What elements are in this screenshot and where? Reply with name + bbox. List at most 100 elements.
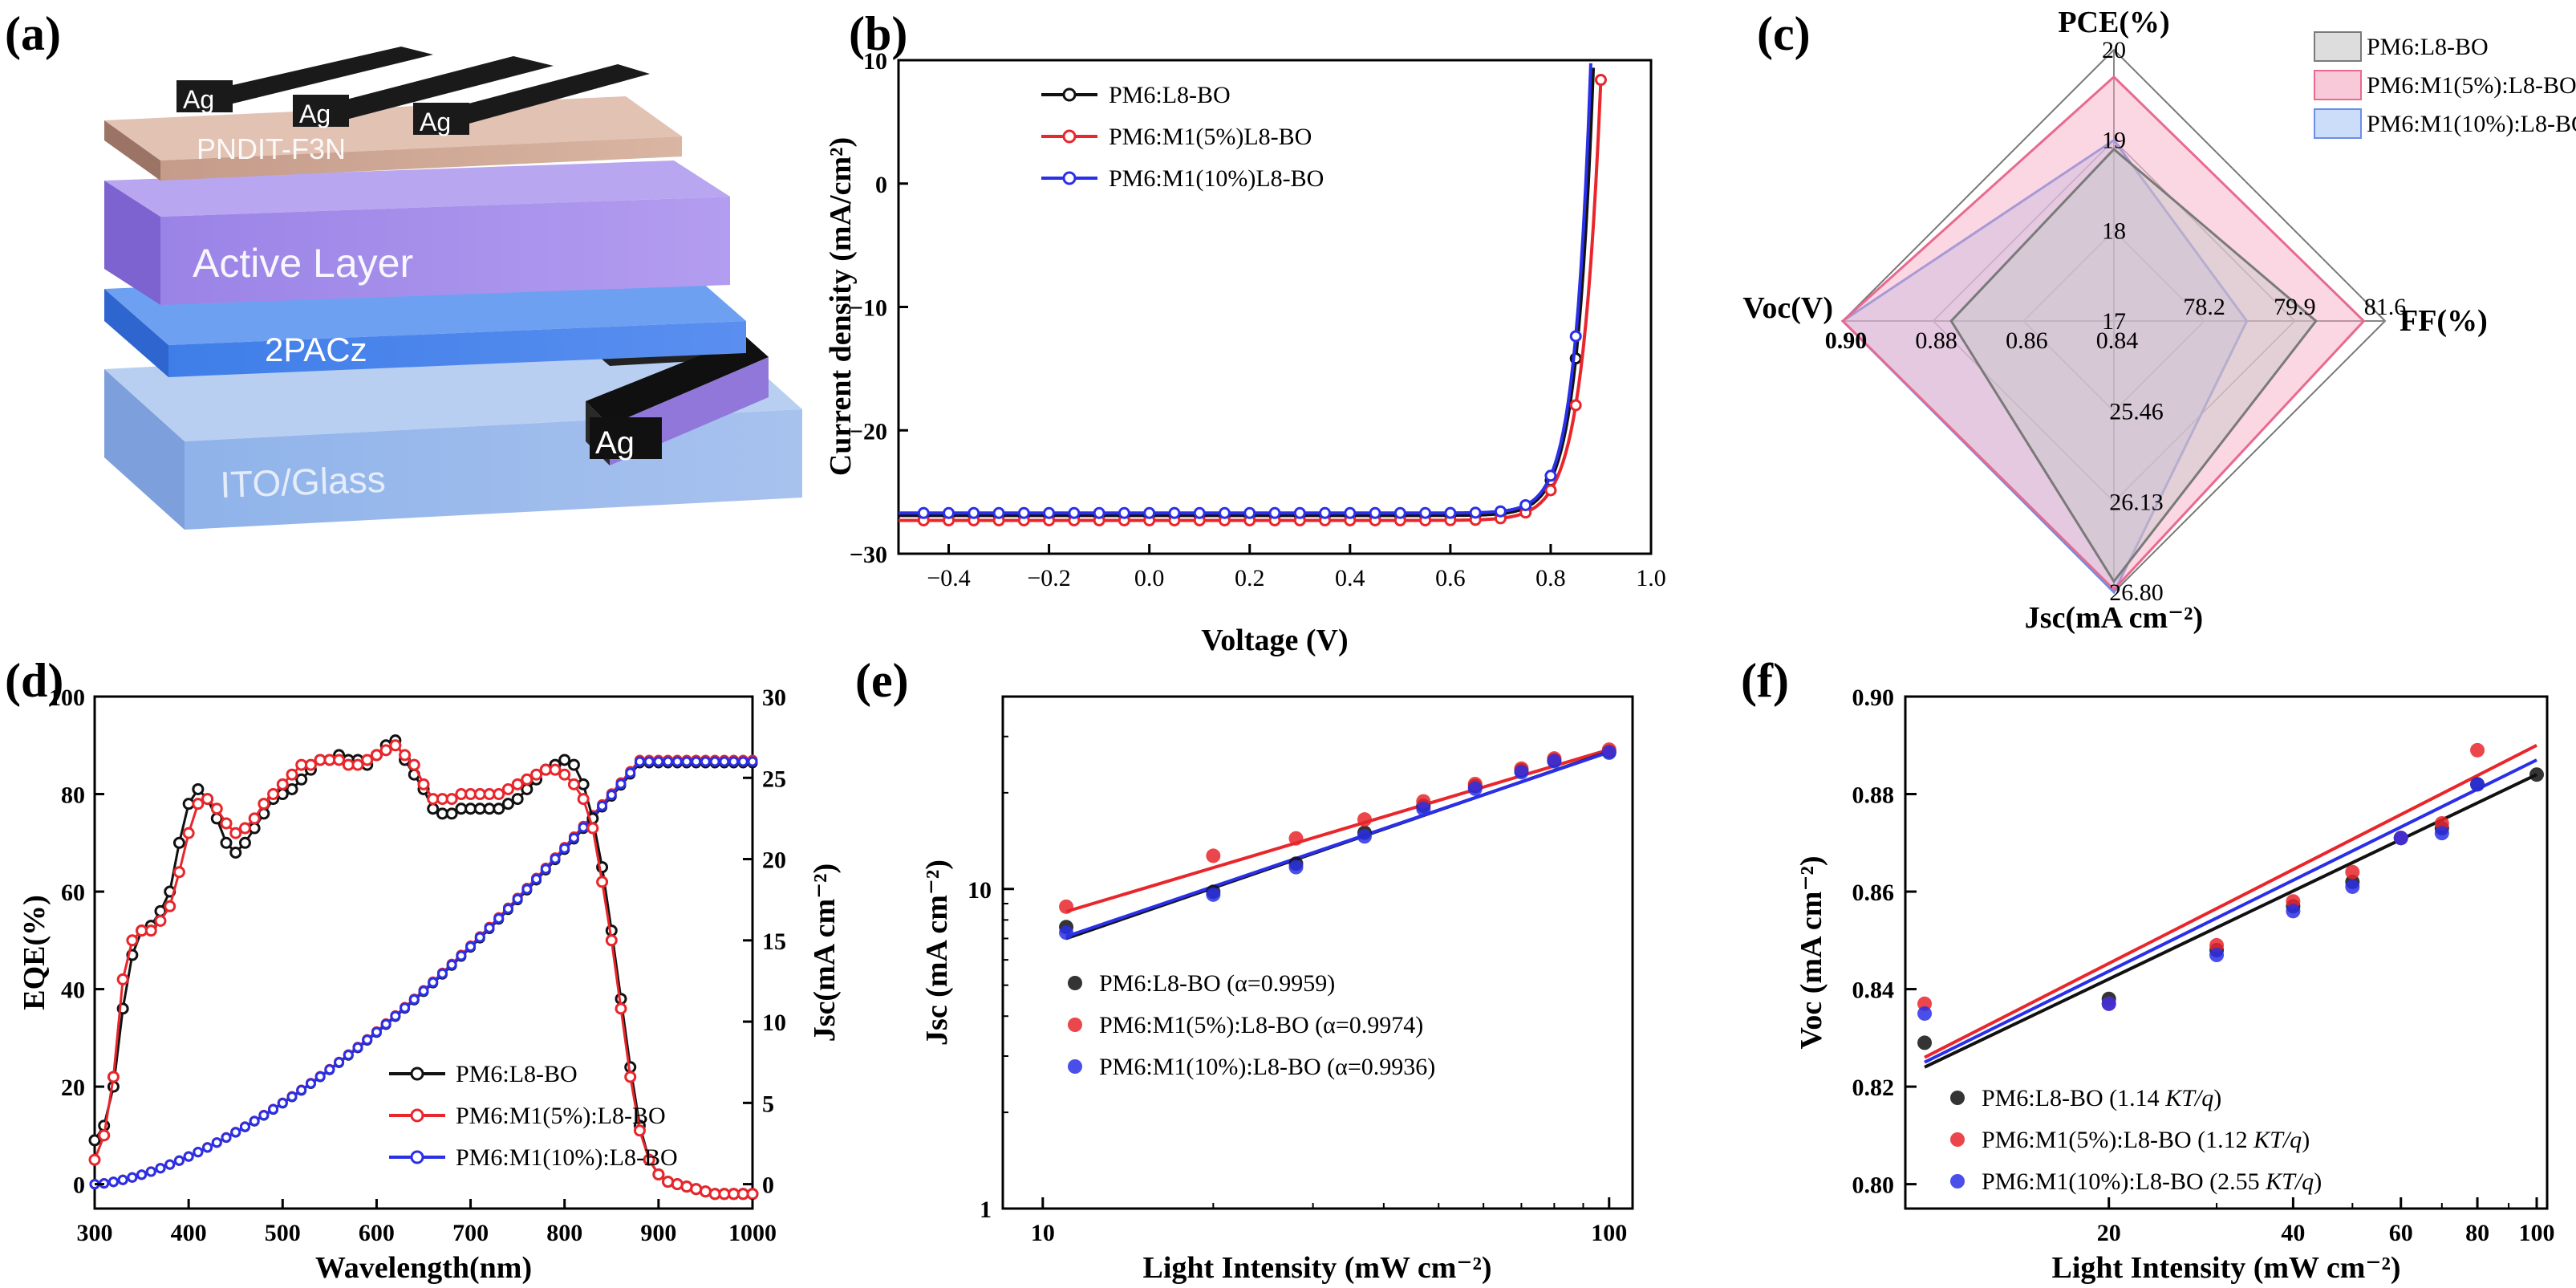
y2-tick-label-d: 25 — [762, 766, 786, 792]
jv-point-2 — [1319, 506, 1332, 519]
eqe-point-1 — [116, 973, 129, 985]
jsc-point-2 — [436, 968, 448, 979]
eqe-point-1 — [567, 778, 580, 790]
legend-swatch-c-1 — [2314, 70, 2362, 100]
jv-point-1 — [1594, 74, 1607, 87]
y-axis-title-f: Voc (mA cm⁻²) — [1795, 855, 1828, 1049]
radar-axis-title-jsc: Jsc(mA cm⁻²) — [2025, 601, 2203, 635]
x-tick-label-b: 0.6 — [1435, 565, 1466, 591]
jv-point-2 — [1519, 498, 1532, 511]
point-e-2 — [1357, 829, 1372, 844]
jv-point-2 — [1093, 506, 1105, 519]
point-f-2 — [2470, 777, 2485, 792]
jsc-point-2 — [390, 1010, 401, 1022]
x-tick-label-f: 20 — [2097, 1220, 2121, 1246]
x-tick-label-d: 500 — [265, 1220, 301, 1246]
jsc-point-2 — [681, 756, 692, 767]
radar-grid-ring-1 — [1932, 139, 2296, 503]
y-tick-label-d: 60 — [61, 880, 85, 906]
jsc-point-2 — [643, 756, 655, 767]
2pacz-label: 2PACz — [265, 331, 367, 368]
jsc-point-2 — [183, 1151, 194, 1162]
jsc-point-2 — [277, 1098, 288, 1109]
x-tick-label-d: 300 — [77, 1220, 113, 1246]
y2-tick-label-d: 20 — [762, 847, 786, 874]
x-tick-label-d: 400 — [171, 1220, 207, 1246]
eqe-point-0 — [286, 782, 298, 795]
y2-tick-label-d: 10 — [762, 1010, 786, 1036]
jv-point-2 — [1293, 506, 1306, 519]
jsc-point-2 — [230, 1127, 241, 1138]
eqe-point-0 — [558, 754, 571, 766]
ag-label-3: Ag — [420, 108, 451, 136]
eqe-point-1 — [201, 793, 214, 806]
jsc-point-2 — [173, 1155, 185, 1166]
x-tick-label-d: 800 — [546, 1220, 582, 1246]
legend-text-f-close: ) — [2213, 1085, 2221, 1111]
point-e-1 — [1206, 848, 1221, 863]
radar-axis-title-ff: FF(%) — [2400, 304, 2488, 338]
point-e-2 — [1514, 765, 1529, 780]
eqe-point-0 — [248, 822, 261, 835]
legend-text-e-1: PM6:M1(5%):L8-BO (α=0.9974) — [1099, 1012, 1423, 1038]
jv-point-2 — [1569, 330, 1582, 343]
point-f-2 — [2209, 948, 2225, 963]
panel-label-a: (a) — [5, 7, 61, 60]
x-tick-label-d: 600 — [359, 1220, 395, 1246]
jv-point-2 — [1118, 506, 1130, 519]
jsc-point-2 — [193, 1147, 204, 1158]
jsc-point-2 — [747, 756, 758, 767]
eqe-point-1 — [229, 827, 242, 839]
ag-label-bottom: Ag — [595, 425, 635, 461]
eqe-point-0 — [88, 1134, 101, 1147]
eqe-point-1 — [361, 754, 374, 766]
jsc-point-2 — [108, 1176, 119, 1188]
jsc-point-2 — [296, 1084, 307, 1095]
ag-label-1: Ag — [183, 85, 214, 114]
jv-point-2 — [1193, 506, 1206, 519]
eqe-point-0 — [238, 836, 251, 849]
eqe-point-1 — [342, 758, 355, 771]
jsc-point-2 — [202, 1142, 213, 1153]
legend-marker-d-2 — [410, 1150, 424, 1164]
x-tick-label-b: 0.8 — [1535, 565, 1566, 591]
jsc-point-2 — [484, 922, 495, 933]
legend-marker-b-1 — [1062, 129, 1077, 144]
radar-series-2 — [1840, 138, 2249, 595]
jv-point-2 — [943, 506, 955, 519]
x-tick-label-e: 100 — [1591, 1220, 1627, 1246]
eqe-point-1 — [248, 812, 261, 825]
eqe-point-1 — [633, 1124, 646, 1137]
jsc-point-2 — [465, 941, 477, 953]
fit-line-f-1 — [1924, 743, 2537, 1059]
eqe-point-0 — [521, 782, 533, 795]
jsc-point-2 — [578, 822, 589, 833]
eqe-point-1 — [605, 934, 618, 947]
legend-marker-e-1 — [1068, 1018, 1082, 1032]
point-f-0 — [1917, 1035, 1933, 1050]
point-f-1 — [2470, 742, 2485, 758]
panel-b-jv-curve: (b) −0.4 −0.2 0.0 0.2 0.4 0.6 0.8 1.0 −30 −20 −10 0… — [824, 7, 1666, 657]
jv-point-2 — [1068, 506, 1081, 519]
legend-marker-f-2 — [1950, 1174, 1965, 1188]
legend-text-c-2: PM6:M1(10%):L8-BO — [2367, 111, 2576, 137]
radar-tick-pce: 17 — [2102, 308, 2126, 335]
eqe-point-0 — [182, 798, 195, 811]
eqe-point-1 — [408, 758, 420, 771]
eqe-point-1 — [690, 1183, 703, 1196]
plot-frame-e — [1001, 695, 1634, 1210]
eqe-point-0 — [464, 802, 477, 815]
fit-line-e-2 — [1065, 750, 1610, 938]
jsc-point-2 — [211, 1137, 222, 1148]
jsc-point-2 — [136, 1169, 148, 1180]
jsc-point-2 — [474, 932, 485, 943]
legend-text-c-1: PM6:M1(5%):L8-BO — [2367, 72, 2576, 99]
legend-text-f-plain: PM6:L8-BO (1.14 — [1982, 1085, 2165, 1111]
eqe-point-1 — [549, 763, 562, 776]
eqe-point-1 — [136, 924, 148, 937]
jv-point-1 — [1569, 399, 1582, 412]
jsc-point-2 — [540, 863, 551, 875]
y-tick-label-f: 0.84 — [1852, 977, 1895, 1004]
jsc-point-2 — [164, 1159, 176, 1170]
eqe-point-1 — [464, 788, 477, 801]
